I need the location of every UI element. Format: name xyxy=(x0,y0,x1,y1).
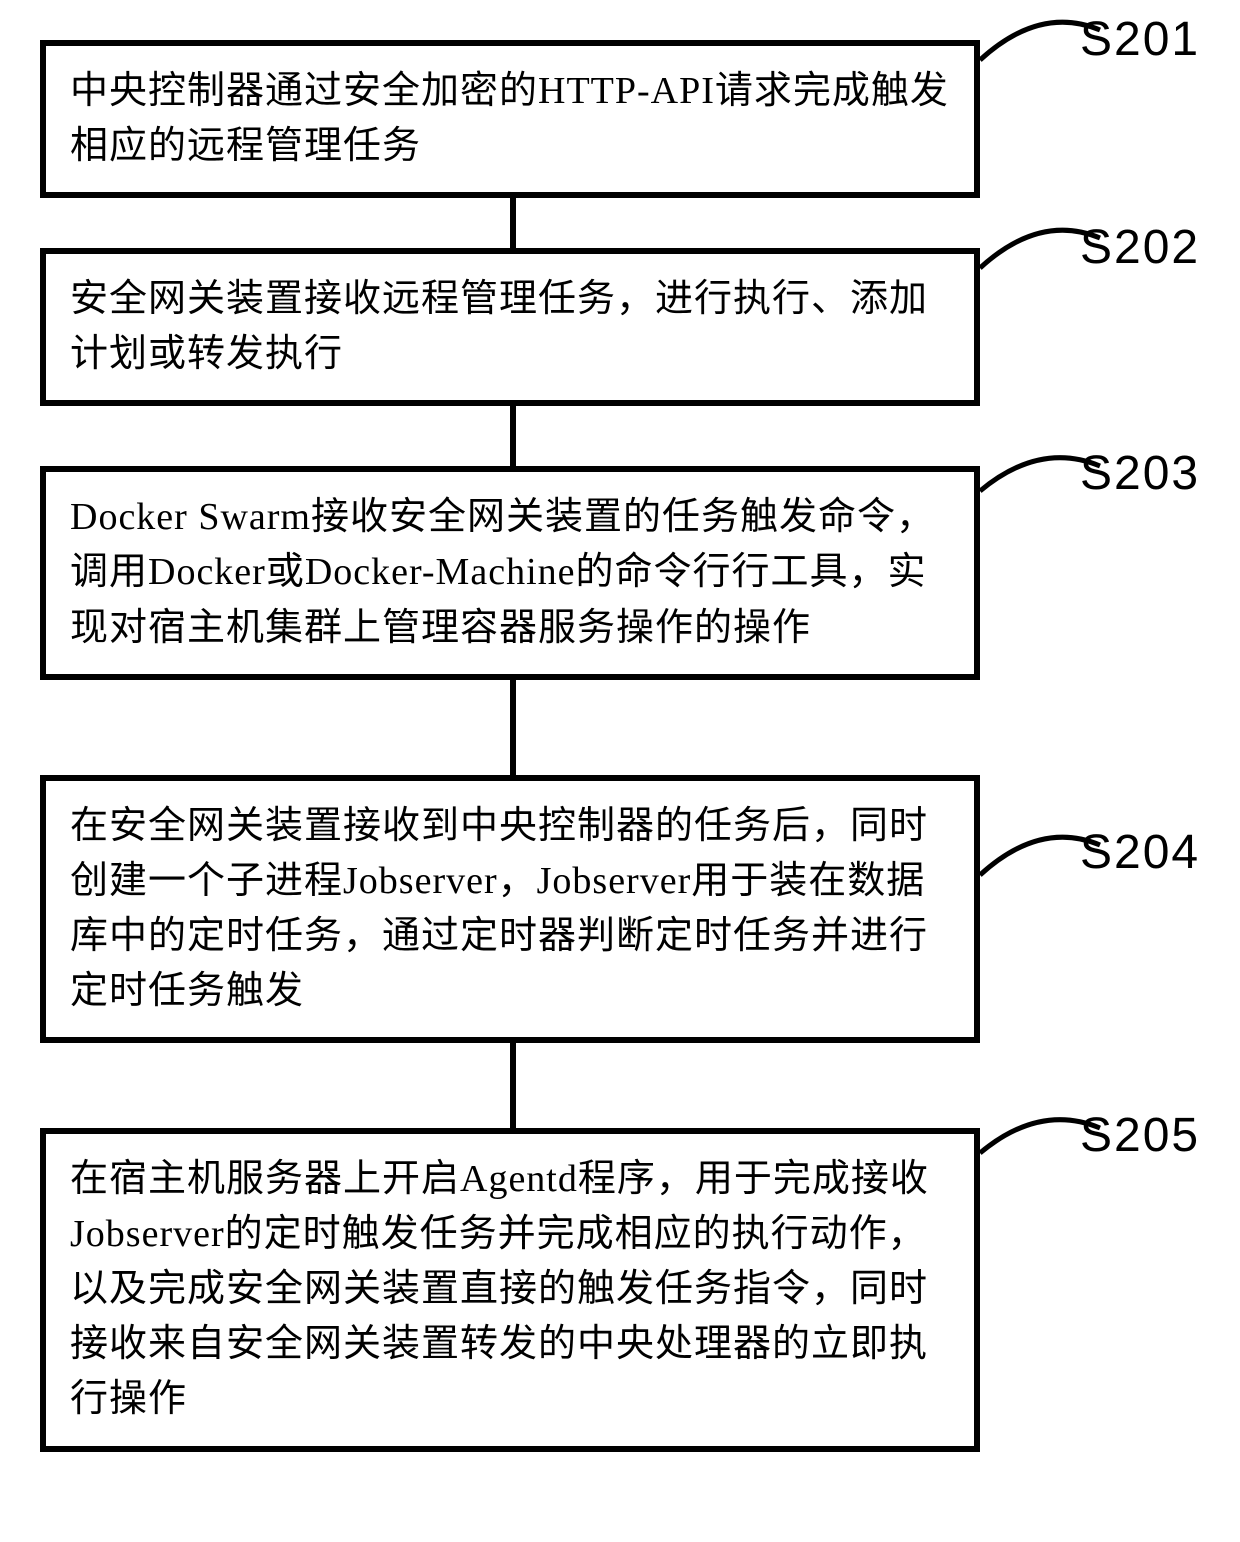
flowchart-step-s203: Docker Swarm接收安全网关装置的任务触发命令，调用Docker或Doc… xyxy=(40,466,1200,679)
step-box: 中央控制器通过安全加密的HTTP-API请求完成触发相应的远程管理任务 xyxy=(40,40,980,198)
connector-line xyxy=(510,198,516,248)
connector-line xyxy=(510,1043,516,1128)
step-label: S205 xyxy=(1080,1108,1200,1163)
flowchart-step-s205: 在宿主机服务器上开启Agentd程序，用于完成接收Jobserver的定时触发任… xyxy=(40,1128,1200,1451)
step-box: Docker Swarm接收安全网关装置的任务触发命令，调用Docker或Doc… xyxy=(40,466,980,679)
step-box: 在安全网关装置接收到中央控制器的任务后，同时创建一个子进程Jobserver，J… xyxy=(40,775,980,1043)
step-box: 安全网关装置接收远程管理任务，进行执行、添加计划或转发执行 xyxy=(40,248,980,406)
flowchart-container: 中央控制器通过安全加密的HTTP-API请求完成触发相应的远程管理任务S201 安… xyxy=(40,40,1200,1452)
step-label: S204 xyxy=(1080,825,1200,880)
step-label: S201 xyxy=(1080,12,1200,67)
step-label: S203 xyxy=(1080,446,1200,501)
connector-line xyxy=(510,680,516,775)
flowchart-step-s202: 安全网关装置接收远程管理任务，进行执行、添加计划或转发执行S202 xyxy=(40,248,1200,406)
step-label: S202 xyxy=(1080,220,1200,275)
step-box: 在宿主机服务器上开启Agentd程序，用于完成接收Jobserver的定时触发任… xyxy=(40,1128,980,1451)
flowchart-step-s201: 中央控制器通过安全加密的HTTP-API请求完成触发相应的远程管理任务S201 xyxy=(40,40,1200,198)
connector-line xyxy=(510,406,516,466)
flowchart-step-s204: 在安全网关装置接收到中央控制器的任务后，同时创建一个子进程Jobserver，J… xyxy=(40,775,1200,1043)
